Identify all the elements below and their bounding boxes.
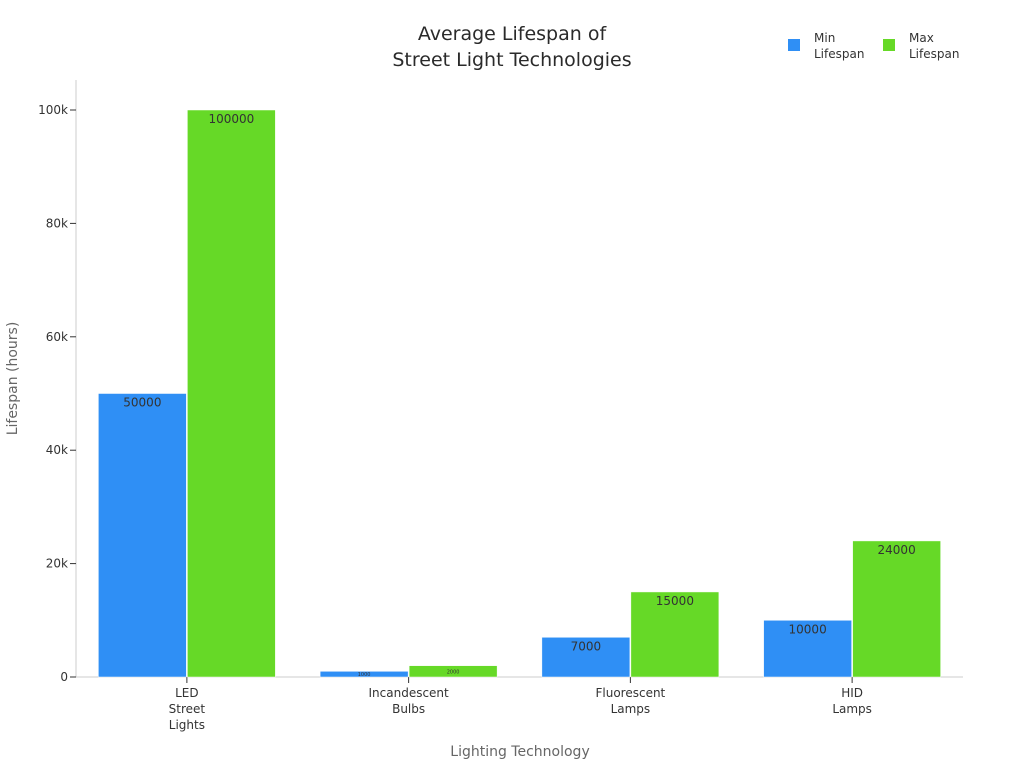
x-tick-label: LED	[175, 686, 199, 700]
bar-1	[187, 109, 276, 678]
bar-0	[541, 637, 631, 678]
y-tick-label: 60k	[46, 330, 68, 344]
y-tick-label: 80k	[46, 216, 68, 230]
x-axis-title: Lighting Technology	[450, 744, 589, 760]
chart-title: Average Lifespan of Street Light Technolo…	[392, 23, 631, 71]
bar-value-label: 2000	[447, 669, 460, 675]
x-tick-label: Street	[169, 702, 206, 716]
chart-title-line: Street Light Technologies	[392, 49, 631, 71]
x-tick-label: HID	[841, 686, 863, 700]
bar-value-label: 15000	[656, 594, 694, 608]
bar-1	[408, 665, 498, 678]
x-tick-label: Incandescent	[369, 686, 450, 700]
x-tick-label: Lamps	[611, 702, 651, 716]
legend-label-1: Lifespan	[909, 47, 959, 61]
bar-0	[319, 671, 409, 678]
bar-1	[852, 540, 941, 678]
bar-value-label: 50000	[123, 396, 161, 410]
bar-0	[763, 620, 852, 678]
bar-value-label: 7000	[571, 639, 602, 653]
legend: Min Lifespan Max Lifespan	[788, 31, 959, 61]
y-tick-label: 100k	[38, 103, 68, 117]
bar-value-label: 1000	[358, 672, 371, 678]
y-tick-label: 20k	[46, 557, 68, 571]
bars	[98, 109, 941, 678]
x-tick-label: Lamps	[832, 702, 872, 716]
bar-0	[98, 393, 187, 678]
x-tick-label: Fluorescent	[595, 686, 665, 700]
bar-value-label: 10000	[789, 622, 827, 636]
x-tick-label: Bulbs	[392, 702, 425, 716]
legend-label-1: Max	[909, 31, 934, 45]
y-axis-title: Lifespan (hours)	[5, 322, 21, 436]
y-tick-label: 0	[60, 670, 68, 684]
legend-swatch-1	[883, 39, 895, 51]
chart-title-line: Average Lifespan of	[418, 23, 608, 45]
y-tick-label: 40k	[46, 443, 68, 457]
data-labels: 50000 100000 1000 2000 7000 15000 10000 24000	[123, 112, 915, 678]
bar-1	[630, 591, 720, 678]
legend-label-0: Min	[814, 31, 835, 45]
bar-value-label: 24000	[878, 543, 916, 557]
legend-label-0: Lifespan	[814, 47, 864, 61]
legend-swatch-0	[788, 39, 800, 51]
x-tick-label: Lights	[169, 718, 205, 732]
axes: 0 20k 40k 60k 80k 100k Lifespan (hours) Lightin…	[5, 80, 963, 760]
bar-value-label: 100000	[208, 112, 254, 126]
